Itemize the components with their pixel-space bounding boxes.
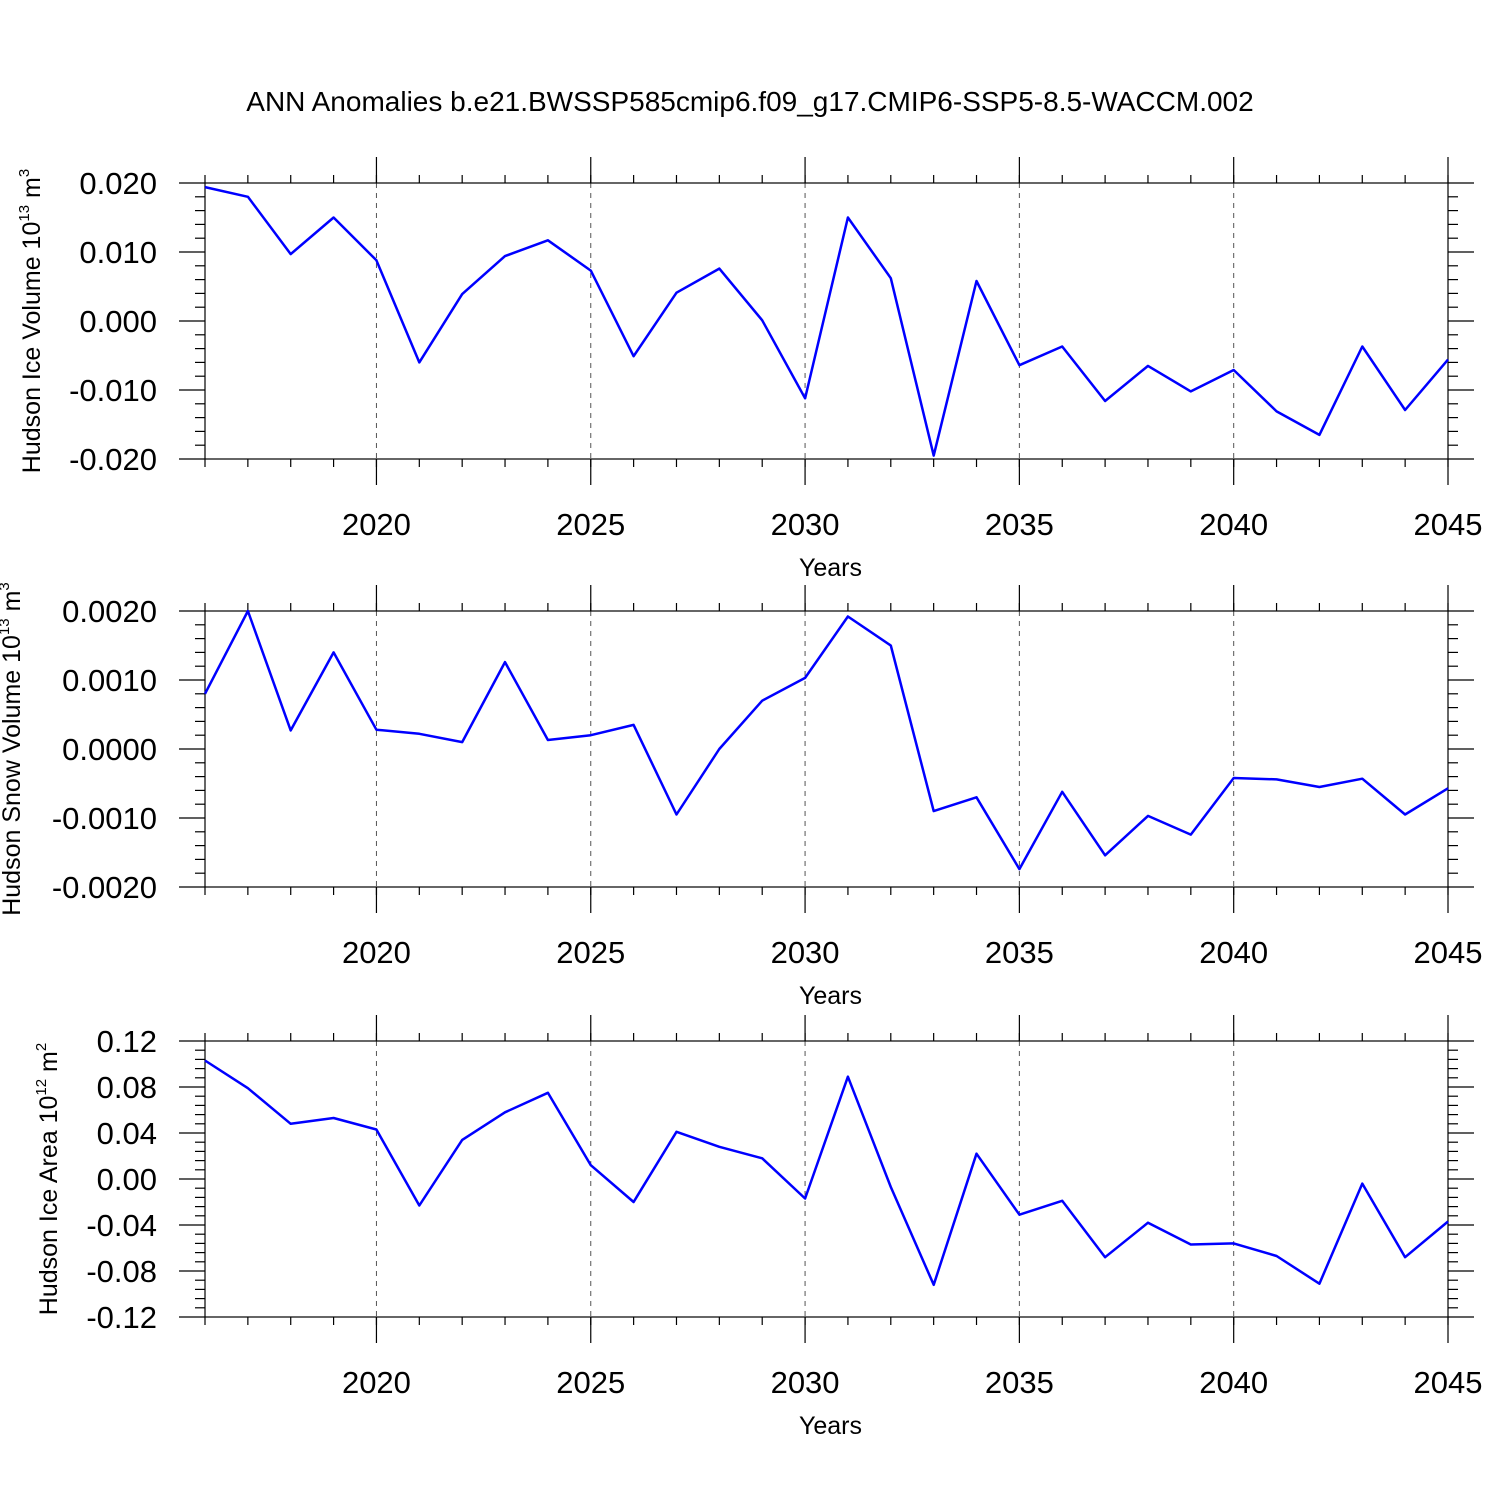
- ice-area-ylabel-main: Hudson Ice Area 10: [35, 1096, 63, 1316]
- ice-volume-xtick-label: 2040: [1199, 507, 1268, 542]
- ice-volume-ytick-label: -0.010: [69, 373, 157, 408]
- snow-volume-xtick-label: 2020: [342, 935, 411, 970]
- ice-volume-xtick-label: 2045: [1414, 507, 1483, 542]
- snow-volume-ylabel-exponent: 13: [0, 618, 13, 635]
- ice-volume-ylabel-main: Hudson Ice Volume 10: [18, 222, 46, 474]
- ice-area-ytick-label: -0.12: [86, 1300, 157, 1335]
- ice-area-axes-frame: [204, 1040, 1449, 1318]
- ice-area-ylabel-exponent: 12: [33, 1079, 50, 1096]
- ice-volume-xtick-label: 2030: [771, 507, 840, 542]
- ice-area-xtick-label: 2020: [342, 1365, 411, 1400]
- ice-volume-ytick-label: 0.010: [79, 235, 157, 270]
- ice-area-ytick-label: 0.12: [97, 1024, 157, 1059]
- snow-volume-xtick-label: 2045: [1414, 935, 1483, 970]
- ice-area-ylabel-unit: m: [35, 1051, 63, 1079]
- snow-volume-series-line: [203, 609, 1449, 871]
- snow-volume-ylabel-main: Hudson Snow Volume 10: [0, 635, 26, 916]
- ice-area-xtick-label: 2030: [771, 1365, 840, 1400]
- snow-volume-xtick-label: 2040: [1199, 935, 1268, 970]
- ice-volume-xtick-label: 2020: [342, 507, 411, 542]
- ice-area-yaxis-label: Hudson Ice Area 1012 m2: [33, 1043, 63, 1315]
- ice-volume-xaxis-label: Years: [799, 554, 862, 582]
- snow-volume-yaxis-label: Hudson Snow Volume 1013 m3: [0, 582, 26, 916]
- ice-area-xtick-label: 2035: [985, 1365, 1054, 1400]
- ice-area-panel: -0.12 -0.08 -0.04 0.00 0.04 0.08 0.12 2020 2025 2…: [33, 1015, 1482, 1440]
- snow-volume-xtick-label: 2030: [771, 935, 840, 970]
- ice-area-ytick-label: -0.08: [86, 1254, 157, 1289]
- ice-area-ylabel-unit-exponent: 2: [33, 1043, 50, 1051]
- ice-volume-ylabel-exponent: 13: [16, 205, 33, 222]
- snow-volume-ylabel-unit: m: [0, 591, 26, 619]
- ice-area-ytick-label: 0.04: [97, 1116, 157, 1151]
- panels: -0.020 -0.010 0.000 0.010 0.020 2020 2025 2030 2…: [0, 157, 1482, 1440]
- ice-volume-ytick-label: -0.020: [69, 442, 157, 477]
- snow-volume-ytick-label: -0.0010: [52, 801, 157, 836]
- ice-area-xtick-label: 2025: [556, 1365, 625, 1400]
- ice-area-ytick-label: -0.04: [86, 1208, 157, 1243]
- snow-volume-panel: -0.0020 -0.0010 0.0000 0.0010 0.0020 2020 2025…: [0, 582, 1482, 1010]
- ice-volume-xtick-label: 2035: [985, 507, 1054, 542]
- ice-area-xaxis-label: Years: [799, 1412, 862, 1440]
- ice-volume-ylabel-unit: m: [18, 177, 46, 205]
- snow-volume-ytick-label: 0.0020: [62, 594, 157, 629]
- snow-volume-ytick-label: -0.0020: [52, 870, 157, 905]
- ice-area-series-line: [204, 1059, 1449, 1287]
- ice-volume-ylabel-unit-exponent: 3: [16, 169, 33, 177]
- ice-area-xtick-label: 2040: [1199, 1365, 1268, 1400]
- ice-volume-xtick-label: 2025: [556, 507, 625, 542]
- snow-volume-xtick-label: 2025: [556, 935, 625, 970]
- snow-volume-xaxis-label: Years: [799, 982, 862, 1010]
- ice-volume-ytick-label: 0.000: [79, 304, 157, 339]
- snow-volume-ylabel-unit-exponent: 3: [0, 582, 13, 590]
- ice-area-xtick-label: 2045: [1414, 1365, 1483, 1400]
- ice-volume-ytick-label: 0.020: [79, 166, 157, 201]
- ice-area-ytick-label: 0.08: [97, 1070, 157, 1105]
- snow-volume-ytick-label: 0.0010: [62, 663, 157, 698]
- ice-volume-series-line: [204, 185, 1449, 457]
- ice-volume-axes-frame: [204, 182, 1449, 460]
- snow-volume-xtick-label: 2035: [985, 935, 1054, 970]
- ice-volume-panel: -0.020 -0.010 0.000 0.010 0.020 2020 2025 2030 2…: [16, 157, 1482, 582]
- figure-title: ANN Anomalies b.e21.BWSSP585cmip6.f09_g1…: [246, 86, 1253, 117]
- snow-volume-axes-frame: [204, 610, 1449, 888]
- ice-volume-yaxis-label: Hudson Ice Volume 1013 m3: [16, 169, 46, 473]
- ice-area-ytick-label: 0.00: [97, 1162, 157, 1197]
- snow-volume-ytick-label: 0.0000: [62, 732, 157, 767]
